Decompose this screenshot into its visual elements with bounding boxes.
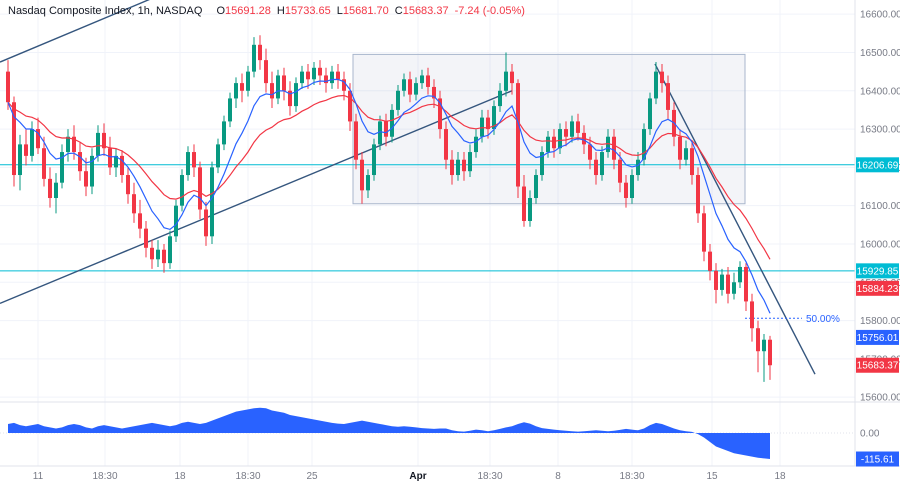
svg-text:16206.69: 16206.69 xyxy=(857,160,899,171)
svg-text:15683.37: 15683.37 xyxy=(857,361,899,372)
time-axis[interactable]: 11 18:30 18 18:30 25 Apr 18:30 8 18:30 15 18 xyxy=(33,471,786,482)
symbol-title[interactable]: Nasdaq Composite Index, 1h, NASDAQ xyxy=(8,5,203,17)
trendline[interactable] xyxy=(0,90,513,304)
time-axis-label: 25 xyxy=(306,471,318,482)
price-axis-label: 15600.00 xyxy=(860,393,900,404)
time-axis-label: 8 xyxy=(555,471,561,482)
high-value: 15733.65 xyxy=(284,5,331,17)
time-axis-label: 18:30 xyxy=(477,471,502,482)
time-axis-label: 15 xyxy=(706,471,718,482)
price-axis-label: 16600.00 xyxy=(860,10,900,21)
time-axis-label: 18:30 xyxy=(619,471,644,482)
close-value: 15683.37 xyxy=(402,5,449,17)
close-label: C xyxy=(394,5,403,17)
open-value: 15691.28 xyxy=(225,5,271,17)
price-axis[interactable]: 16600.0016500.0016400.0016300.0016200.00… xyxy=(856,10,900,467)
indicator-value-badge: -115.61 xyxy=(856,451,899,467)
selection-box[interactable] xyxy=(352,53,746,205)
price-axis-label: 16500.00 xyxy=(860,48,900,59)
ma-fast-line[interactable] xyxy=(7,78,771,314)
price-axis-label: 16100.00 xyxy=(860,201,900,212)
time-axis-label: 18:30 xyxy=(235,471,260,482)
indicator-zero-label: 0.00 xyxy=(860,429,880,440)
svg-text:-115.61: -115.61 xyxy=(861,455,895,466)
time-axis-label: 18:30 xyxy=(92,471,117,482)
price-axis-label: 16400.00 xyxy=(860,86,900,97)
price-badge: 15929.85 xyxy=(856,263,899,279)
svg-text:15929.85: 15929.85 xyxy=(857,266,899,277)
price-axis-label: 15800.00 xyxy=(860,316,900,327)
svg-text:15756.01: 15756.01 xyxy=(857,333,899,344)
price-badge: 15884.23 xyxy=(856,280,899,296)
candles xyxy=(6,35,772,382)
time-axis-label: 11 xyxy=(33,471,44,482)
trendline[interactable] xyxy=(0,0,160,63)
trendline[interactable] xyxy=(654,63,816,375)
time-axis-label: Apr xyxy=(409,471,426,482)
low-label: L xyxy=(336,5,343,17)
high-label: H xyxy=(276,5,285,17)
low-value: 15681.70 xyxy=(342,5,389,17)
change-value: -7.24 (-0.05%) xyxy=(454,5,525,17)
price-badge: 16206.69 xyxy=(856,157,899,173)
main-pane[interactable] xyxy=(0,0,855,382)
symbol-legend: Nasdaq Composite Index, 1h, NASDAQ O15691… xyxy=(8,5,525,17)
ma-slow-line[interactable] xyxy=(7,94,771,260)
time-axis-label: 18 xyxy=(774,471,786,482)
svg-text:15884.23: 15884.23 xyxy=(857,284,899,295)
price-badge: 15683.37 xyxy=(856,357,899,373)
price-axis-label: 16000.00 xyxy=(860,239,900,250)
price-axis-label: 16300.00 xyxy=(860,125,900,136)
fib-level-label: 50.00% xyxy=(806,314,840,325)
open-label: O xyxy=(216,5,225,17)
price-badge: 15756.01 xyxy=(856,329,899,345)
time-axis-label: 18 xyxy=(174,471,186,482)
